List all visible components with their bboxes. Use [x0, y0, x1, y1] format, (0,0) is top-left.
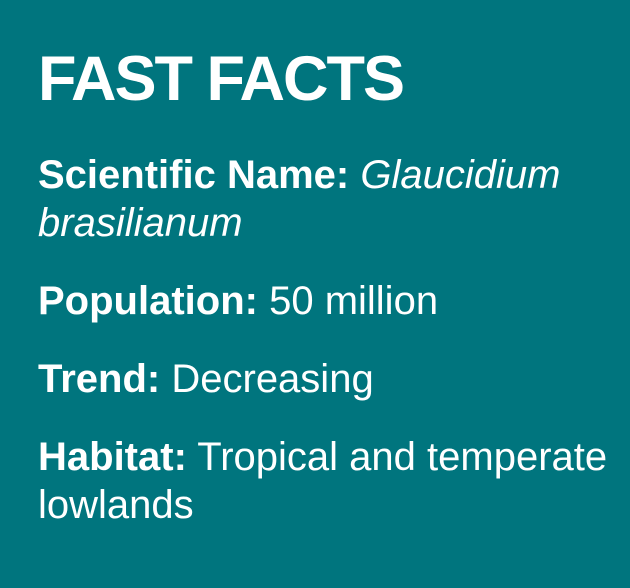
- fact-label: Scientific Name:: [38, 153, 350, 197]
- fact-population: Population: 50 million: [38, 277, 612, 325]
- fact-label: Habitat:: [38, 435, 187, 479]
- fact-trend: Trend: Decreasing: [38, 355, 612, 403]
- fact-label: Trend:: [38, 357, 161, 401]
- fact-value: 50 million: [269, 279, 439, 323]
- fact-scientific-name: Scientific Name: Glaucidium brasilianum: [38, 151, 612, 247]
- fact-habitat: Habitat: Tropical and temperate lowlands: [38, 433, 612, 529]
- fact-value: Decreasing: [171, 357, 374, 401]
- fact-value: Glaucidium brasilianum: [38, 153, 561, 245]
- fact-label: Population:: [38, 279, 258, 323]
- fact-value: Tropical and temperate lowlands: [38, 435, 608, 527]
- card-title: FAST FACTS: [38, 44, 405, 114]
